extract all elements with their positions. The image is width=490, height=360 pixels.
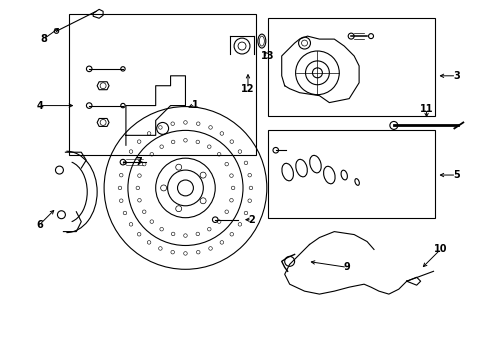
Text: 5: 5	[453, 170, 460, 180]
Text: 9: 9	[344, 262, 350, 272]
Text: 11: 11	[420, 104, 433, 113]
Bar	[70, 14, 256, 155]
Text: 13: 13	[261, 51, 274, 61]
Text: 3: 3	[453, 71, 460, 81]
Text: 2: 2	[248, 215, 255, 225]
Text: 7: 7	[135, 157, 142, 167]
Text: 1: 1	[192, 100, 199, 109]
Text: 10: 10	[434, 244, 447, 255]
Bar	[268, 130, 435, 218]
Text: 4: 4	[36, 100, 43, 111]
Text: 12: 12	[241, 84, 255, 94]
Bar	[268, 18, 435, 116]
Text: 8: 8	[40, 34, 47, 44]
Text: 6: 6	[36, 220, 43, 230]
